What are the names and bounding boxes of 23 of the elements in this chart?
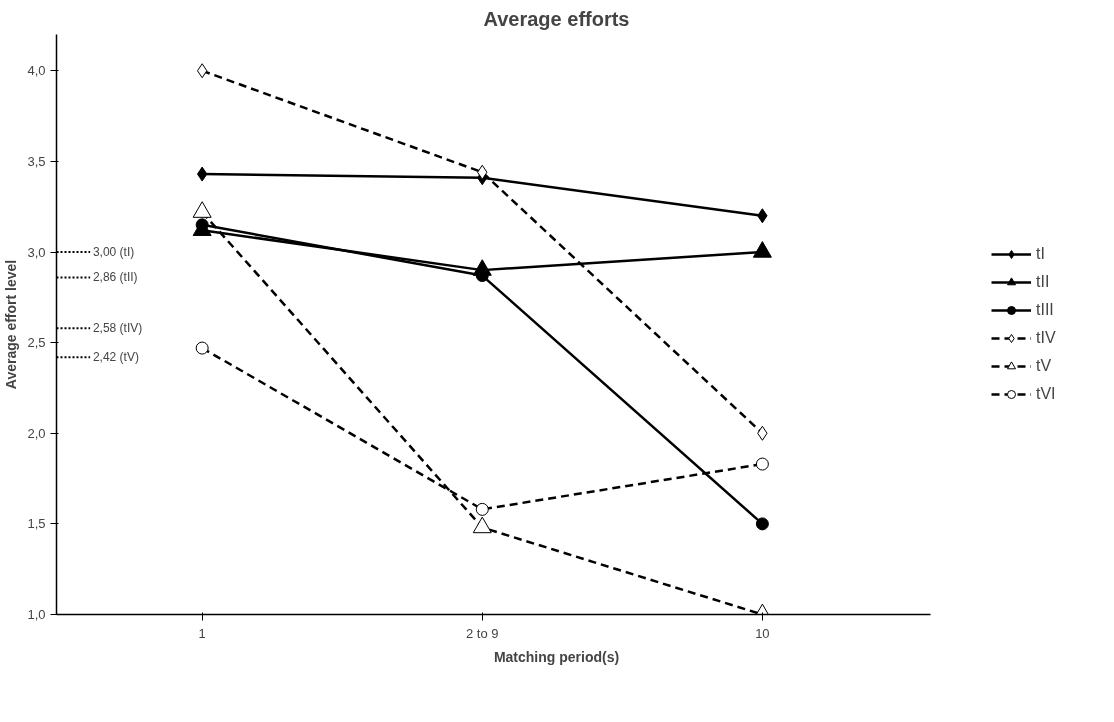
y-tick-label: 1,0 <box>27 607 46 622</box>
legend-label: tIV <box>1036 329 1056 347</box>
x-tick-label: 2 to 9 <box>466 625 499 641</box>
legend-label: tI <box>1036 245 1046 263</box>
x-axis-title: Matching period(s) <box>493 648 620 665</box>
x-tick-label: 1 <box>198 625 206 641</box>
y-tick-label: 3,0 <box>27 244 46 260</box>
chart-title: Average efforts <box>483 7 630 30</box>
ref-line-label: 2,58 (tIV) <box>92 321 143 336</box>
y-tick-label: 4,0 <box>27 63 46 79</box>
y-tick-label: 1,5 <box>27 516 46 532</box>
ref-line-label: 2,86 (tII) <box>92 270 138 285</box>
y-axis-title: Average effort level <box>3 259 20 390</box>
legend-label: tIII <box>1036 301 1055 319</box>
legend-label: tVI <box>1036 385 1056 403</box>
ref-line-label: 2,42 (tV) <box>92 350 139 365</box>
y-tick-label: 2,0 <box>27 425 46 441</box>
x-tick-label: 10 <box>755 625 770 641</box>
legend-label: tII <box>1036 273 1051 291</box>
legend-label: tV <box>1036 357 1053 375</box>
y-tick-label: 3,5 <box>27 153 46 169</box>
ref-line-label: 3,00 (tI) <box>92 245 135 259</box>
y-tick-label: 2,5 <box>27 335 46 351</box>
